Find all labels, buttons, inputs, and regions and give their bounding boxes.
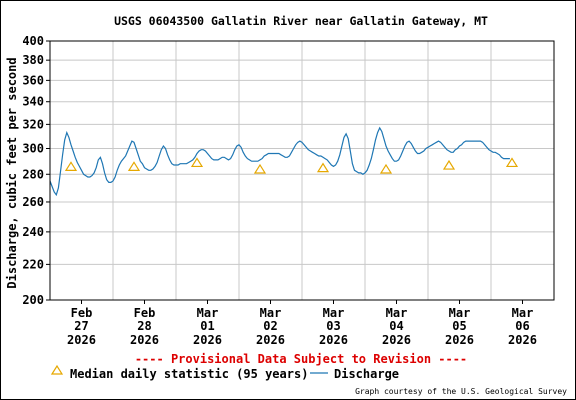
x-tick-label-month: Mar <box>197 306 219 320</box>
x-tick-label-month: Mar <box>512 306 534 320</box>
provisional-note: ---- Provisional Data Subject to Revisio… <box>135 352 467 366</box>
median-triangle-marker <box>190 157 204 168</box>
plot-series <box>49 126 519 197</box>
credit-text: Graph courtesy of the U.S. Geological Su… <box>355 387 567 396</box>
x-tick-label-day: 28 <box>137 319 151 333</box>
median-triangle-marker <box>253 163 267 174</box>
y-tick-label: 240 <box>22 225 44 239</box>
median-triangle-marker <box>316 162 330 173</box>
median-triangle-marker <box>442 159 456 170</box>
x-axis-ticks: Feb272026Feb282026Mar012026Mar022026Mar0… <box>67 300 537 347</box>
x-tick-label-year: 2026 <box>193 333 222 347</box>
chart-title: USGS 06043500 Gallatin River near Gallat… <box>114 14 488 28</box>
x-tick-label-day: 06 <box>515 319 529 333</box>
x-tick-label-year: 2026 <box>508 333 537 347</box>
x-tick-label-month: Feb <box>134 306 156 320</box>
median-triangle-marker <box>127 161 141 171</box>
y-tick-label: 360 <box>22 73 44 87</box>
median-triangle-marker <box>379 163 393 174</box>
discharge-line <box>49 126 510 197</box>
x-tick-label-month: Mar <box>386 306 408 320</box>
y-tick-label: 400 <box>22 34 44 48</box>
grid-lines <box>50 41 554 300</box>
legend-median-label: Median daily statistic (95 years) <box>70 367 308 381</box>
y-tick-label: 340 <box>22 95 44 109</box>
x-tick-label-month: Mar <box>323 306 345 320</box>
x-tick-label-day: 01 <box>200 319 214 333</box>
x-tick-label-day: 03 <box>326 319 340 333</box>
x-tick-label-year: 2026 <box>382 333 411 347</box>
y-tick-label: 300 <box>22 141 44 155</box>
y-tick-label: 380 <box>22 53 44 67</box>
x-tick-label-year: 2026 <box>130 333 159 347</box>
x-tick-label-day: 02 <box>263 319 277 333</box>
y-tick-label: 280 <box>22 167 44 181</box>
y-tick-label: 200 <box>22 293 44 307</box>
y-axis-ticks: 200 220 240 260 280 300 320 340 360 380 400 <box>22 34 50 307</box>
x-tick-label-year: 2026 <box>319 333 348 347</box>
x-tick-label-month: Feb <box>71 306 93 320</box>
legend-median-triangle-icon <box>50 364 64 375</box>
x-tick-label-year: 2026 <box>445 333 474 347</box>
legend-discharge-label: Discharge <box>334 367 399 381</box>
median-triangle-marker <box>64 161 78 171</box>
y-tick-label: 320 <box>22 117 44 131</box>
x-tick-label-month: Mar <box>260 306 282 320</box>
x-tick-label-day: 27 <box>74 319 88 333</box>
x-tick-label-day: 05 <box>452 319 466 333</box>
y-tick-label: 220 <box>22 257 44 271</box>
x-tick-label-month: Mar <box>449 306 471 320</box>
y-tick-label: 260 <box>22 195 44 209</box>
x-tick-label-year: 2026 <box>256 333 285 347</box>
median-triangle-marker <box>505 157 519 168</box>
x-tick-label-year: 2026 <box>67 333 96 347</box>
x-tick-label-day: 04 <box>389 319 403 333</box>
legend: Median daily statistic (95 years) Discha… <box>50 364 399 381</box>
y-axis-label: Discharge, cubic feet per second <box>5 57 19 288</box>
plot-border <box>49 40 555 301</box>
